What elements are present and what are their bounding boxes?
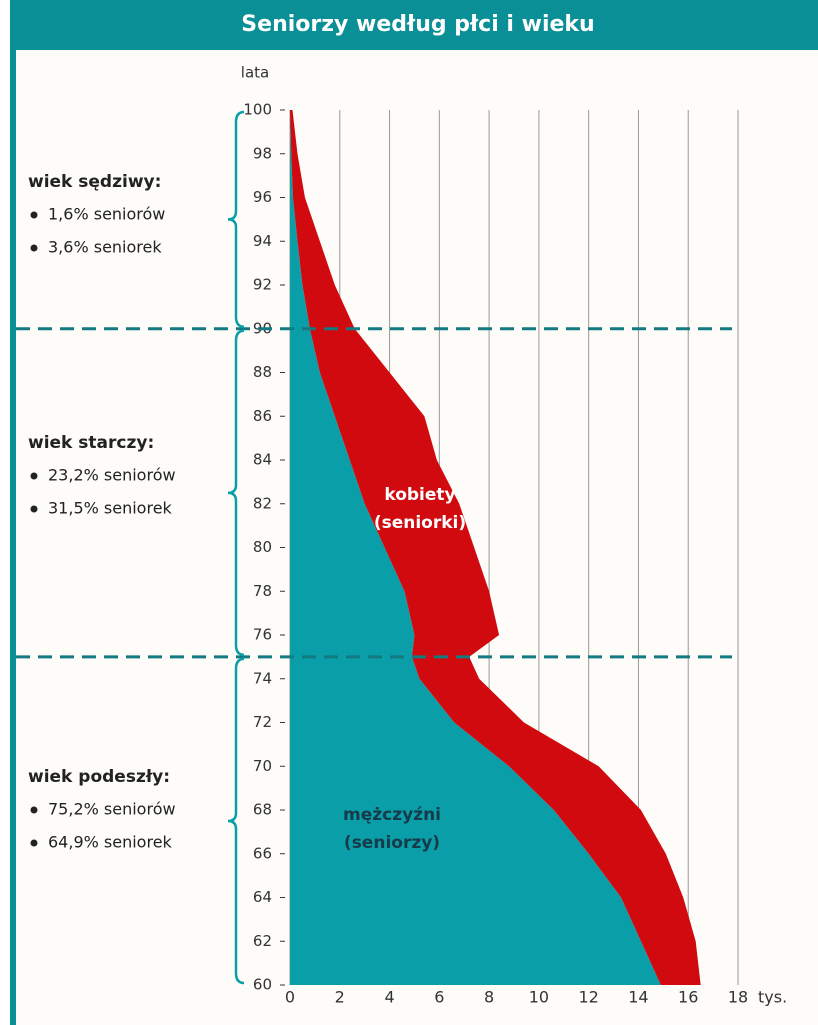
series-label: (seniorki) xyxy=(374,513,466,533)
y-tick-label: 88 xyxy=(253,363,272,381)
group-item: 75,2% seniorów xyxy=(48,800,176,819)
group-item: 3,6% seniorek xyxy=(48,238,162,257)
brace xyxy=(227,110,245,328)
bullet xyxy=(30,211,38,219)
y-tick-label: 70 xyxy=(253,757,272,775)
x-tick-label: 18 xyxy=(728,988,748,1007)
y-axis-label: lata xyxy=(241,64,269,82)
x-tick-label: 4 xyxy=(384,988,394,1007)
bullet xyxy=(30,472,38,480)
brace xyxy=(227,329,245,657)
group-heading: wiek podeszły: xyxy=(28,767,170,787)
y-tick-label: 92 xyxy=(253,276,272,294)
x-unit: tys. xyxy=(758,988,787,1007)
group-item: 23,2% seniorów xyxy=(48,466,176,485)
x-tick-label: 12 xyxy=(578,988,598,1007)
y-tick-label: 68 xyxy=(253,801,272,819)
y-tick-label: 66 xyxy=(253,844,272,862)
title-bar xyxy=(10,0,818,50)
y-tick-label: 76 xyxy=(253,626,272,644)
y-tick-label: 62 xyxy=(253,932,272,950)
series-label: mężczyźni xyxy=(343,805,441,825)
x-tick-label: 10 xyxy=(529,988,549,1007)
series-label: kobiety xyxy=(384,485,455,505)
y-tick-label: 72 xyxy=(253,713,272,731)
group-heading: wiek starczy: xyxy=(28,433,154,453)
y-tick-label: 96 xyxy=(253,188,272,206)
y-tick-label: 94 xyxy=(253,232,272,250)
brace xyxy=(227,657,245,985)
area xyxy=(290,110,701,985)
y-tick-label: 84 xyxy=(253,451,272,469)
bullet xyxy=(30,505,38,513)
bullet xyxy=(30,839,38,847)
chart-title: Seniorzy według płci i wieku xyxy=(241,12,594,37)
x-tick-label: 2 xyxy=(335,988,345,1007)
y-tick-label: 82 xyxy=(253,494,272,512)
y-tick-label: 60 xyxy=(253,976,272,994)
bullet xyxy=(30,244,38,252)
y-tick-label: 74 xyxy=(253,669,272,687)
left-border xyxy=(10,50,16,1025)
x-tick-label: 6 xyxy=(434,988,444,1007)
group-item: 31,5% seniorek xyxy=(48,499,173,518)
series-label: (seniorzy) xyxy=(344,833,440,853)
group-item: 1,6% seniorów xyxy=(48,205,165,224)
bullet xyxy=(30,806,38,814)
y-tick-label: 86 xyxy=(253,407,272,425)
y-tick-label: 78 xyxy=(253,582,272,600)
group-heading: wiek sędziwy: xyxy=(28,172,161,192)
y-tick-label: 98 xyxy=(253,144,272,162)
group-item: 64,9% seniorek xyxy=(48,833,173,852)
y-tick-label: 80 xyxy=(253,538,272,556)
x-tick-label: 0 xyxy=(285,988,295,1007)
x-tick-label: 8 xyxy=(484,988,494,1007)
x-tick-label: 14 xyxy=(628,988,648,1007)
x-tick-label: 16 xyxy=(678,988,698,1007)
y-tick-label: 64 xyxy=(253,888,272,906)
y-tick-label: 100 xyxy=(243,101,272,119)
area xyxy=(290,110,661,985)
